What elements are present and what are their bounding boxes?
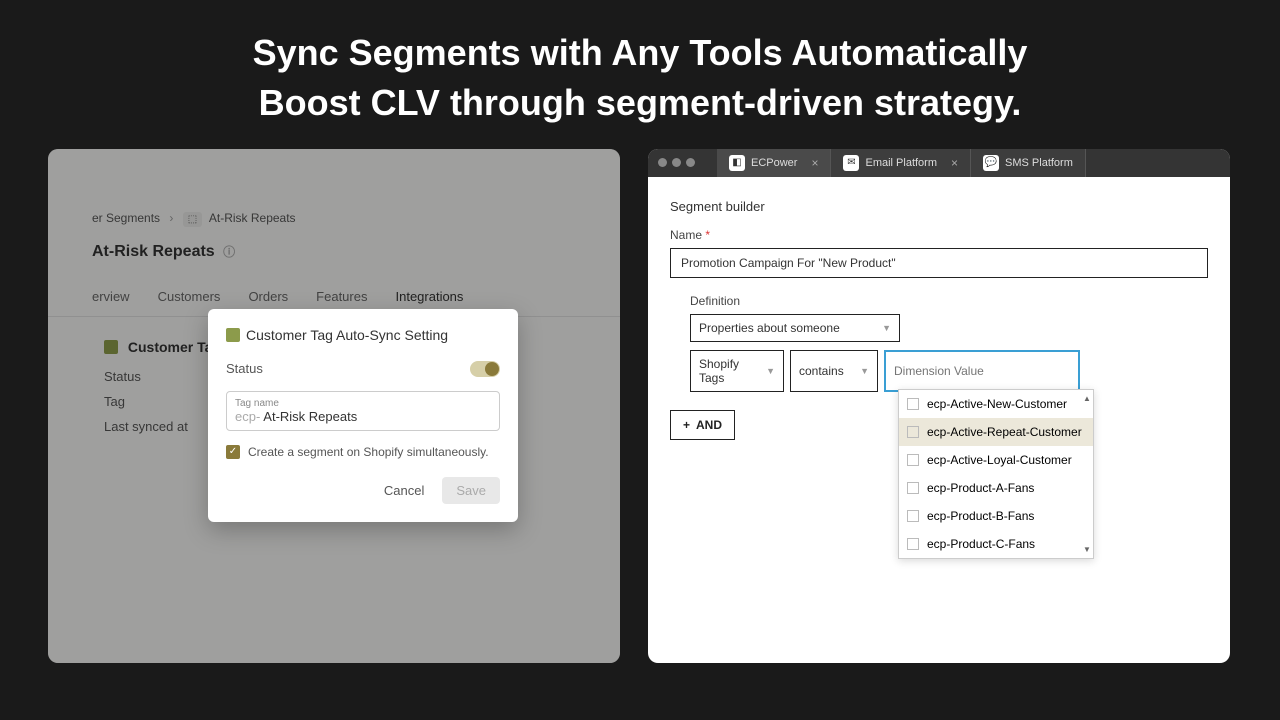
save-button[interactable]: Save: [442, 477, 500, 504]
tag-name-field[interactable]: Tag name ecp-At-Risk Repeats: [226, 391, 500, 431]
chevron-down-icon: ▼: [766, 366, 775, 376]
property-select[interactable]: Properties about someone ▼: [690, 314, 900, 342]
scroll-up-icon[interactable]: ▲: [1083, 394, 1091, 403]
option-1[interactable]: ecp-Active-Repeat-Customer: [899, 418, 1093, 446]
modal-actions: Cancel Save: [226, 477, 500, 504]
option-checkbox[interactable]: [907, 482, 919, 494]
dimension-input[interactable]: [884, 350, 1080, 392]
dropdown-scrollbar[interactable]: ▲ ▼: [1083, 394, 1091, 554]
tag-name-value: ecp-At-Risk Repeats: [235, 409, 491, 424]
scroll-down-icon[interactable]: ▼: [1083, 545, 1091, 554]
tag-value: At-Risk Repeats: [263, 409, 357, 424]
modal-title-row: Customer Tag Auto-Sync Setting: [226, 327, 500, 343]
tab-ecpower-label: ECPower: [751, 157, 797, 169]
option-label: ecp-Product-A-Fans: [927, 481, 1034, 495]
operator-select-value: contains: [799, 364, 844, 378]
window-titlebar: ◧ ECPower × ✉ Email Platform × 💬 SMS Pla…: [648, 149, 1230, 177]
option-0[interactable]: ecp-Active-New-Customer: [899, 390, 1093, 418]
chevron-down-icon: ▼: [860, 366, 869, 376]
tag-prefix: ecp-: [235, 409, 260, 424]
tab-email[interactable]: ✉ Email Platform ×: [831, 149, 971, 177]
option-4[interactable]: ecp-Product-B-Fans: [899, 502, 1093, 530]
tag-name-label: Tag name: [235, 398, 491, 409]
name-input[interactable]: [670, 248, 1208, 278]
minimize-dot[interactable]: [672, 158, 681, 167]
option-2[interactable]: ecp-Active-Loyal-Customer: [899, 446, 1093, 474]
app-tabs: ◧ ECPower × ✉ Email Platform × 💬 SMS Pla…: [717, 149, 1086, 177]
sync-modal: Customer Tag Auto-Sync Setting Status Ta…: [208, 309, 518, 522]
option-checkbox[interactable]: [907, 398, 919, 410]
definition-row-1: Properties about someone ▼: [690, 314, 1208, 342]
required-mark: *: [705, 228, 710, 242]
option-checkbox[interactable]: [907, 426, 919, 438]
mail-icon: ✉: [843, 155, 859, 171]
dimension-dropdown: ecp-Active-New-Customer ecp-Active-Repea…: [898, 389, 1094, 559]
option-checkbox[interactable]: [907, 510, 919, 522]
ecpower-icon: ◧: [729, 155, 745, 171]
shopify-icon: [226, 328, 240, 342]
and-button[interactable]: + AND: [670, 410, 735, 440]
option-label: ecp-Active-Repeat-Customer: [927, 425, 1082, 439]
name-label-row: Name *: [670, 228, 1208, 242]
cancel-button[interactable]: Cancel: [380, 477, 428, 504]
close-icon[interactable]: ×: [951, 156, 958, 170]
option-label: ecp-Product-C-Fans: [927, 537, 1035, 551]
option-label: ecp-Active-Loyal-Customer: [927, 453, 1072, 467]
modal-status-row: Status: [226, 361, 500, 377]
close-dot[interactable]: [658, 158, 667, 167]
property-select-value: Properties about someone: [699, 321, 840, 335]
tab-sms[interactable]: 💬 SMS Platform: [971, 149, 1086, 177]
headline-line1: Sync Segments with Any Tools Automatical…: [0, 28, 1280, 78]
checkbox-label: Create a segment on Shopify simultaneous…: [248, 445, 489, 459]
segment-builder: Segment builder Name * Definition Proper…: [648, 177, 1230, 462]
status-label: Status: [226, 361, 263, 376]
right-panel: ◧ ECPower × ✉ Email Platform × 💬 SMS Pla…: [648, 149, 1230, 663]
window-controls[interactable]: [658, 158, 695, 167]
option-label: ecp-Product-B-Fans: [927, 509, 1034, 523]
checkbox-row[interactable]: ✓ Create a segment on Shopify simultaneo…: [226, 445, 500, 459]
modal-title: Customer Tag Auto-Sync Setting: [246, 327, 448, 343]
operator-select[interactable]: contains ▼: [790, 350, 878, 392]
checkbox-icon[interactable]: ✓: [226, 445, 240, 459]
name-label: Name: [670, 228, 702, 242]
option-3[interactable]: ecp-Product-A-Fans: [899, 474, 1093, 502]
definition-label: Definition: [690, 294, 1208, 308]
plus-icon: +: [683, 418, 690, 432]
sms-icon: 💬: [983, 155, 999, 171]
option-5[interactable]: ecp-Product-C-Fans: [899, 530, 1093, 558]
left-panel: er Segments › ⬚ At-Risk Repeats At-Risk …: [48, 149, 620, 663]
definition-row-2: Shopify Tags ▼ contains ▼: [690, 350, 1208, 392]
chevron-down-icon: ▼: [882, 323, 891, 333]
headline-line2: Boost CLV through segment-driven strateg…: [0, 78, 1280, 128]
tab-sms-label: SMS Platform: [1005, 157, 1073, 169]
status-toggle[interactable]: [470, 361, 500, 377]
and-label: AND: [696, 418, 722, 432]
option-checkbox[interactable]: [907, 454, 919, 466]
tab-email-label: Email Platform: [865, 157, 937, 169]
builder-title: Segment builder: [670, 199, 1208, 214]
maximize-dot[interactable]: [686, 158, 695, 167]
tag-select[interactable]: Shopify Tags ▼: [690, 350, 784, 392]
close-icon[interactable]: ×: [811, 156, 818, 170]
option-label: ecp-Active-New-Customer: [927, 397, 1067, 411]
tab-ecpower[interactable]: ◧ ECPower ×: [717, 149, 831, 177]
panels-container: er Segments › ⬚ At-Risk Repeats At-Risk …: [0, 149, 1280, 663]
headline: Sync Segments with Any Tools Automatical…: [0, 0, 1280, 149]
tag-select-value: Shopify Tags: [699, 357, 756, 385]
option-checkbox[interactable]: [907, 538, 919, 550]
